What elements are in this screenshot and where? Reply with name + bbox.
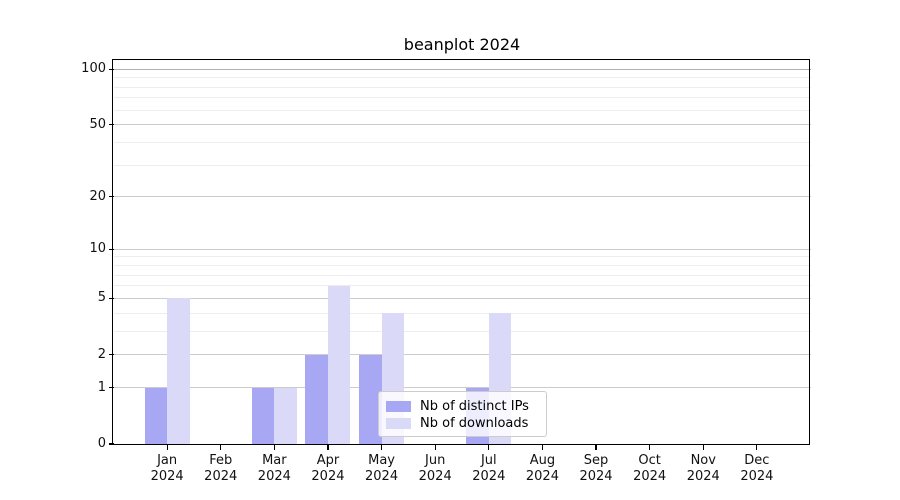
x-tick-year: 2024 [418, 468, 452, 484]
x-tick [595, 445, 597, 450]
gridline-major [113, 297, 811, 299]
gridline-minor [113, 164, 811, 166]
gridline-minor [113, 285, 811, 287]
x-tick-year: 2024 [257, 468, 291, 484]
x-tick-label: Jan 2024 [151, 453, 184, 484]
y-tick-label: 1 [97, 379, 106, 395]
x-tick-month: Jun [425, 453, 446, 468]
legend-label: Nb of downloads [420, 415, 529, 431]
y-tick [108, 387, 114, 389]
bar-distinct-ips-jan [144, 387, 168, 444]
x-tick-label: Oct 2024 [633, 453, 666, 484]
gridline-minor [113, 265, 811, 267]
x-tick-label: Jun 2024 [419, 453, 452, 484]
y-tick [108, 443, 114, 445]
x-tick [220, 445, 222, 450]
x-tick [434, 445, 436, 450]
gridline-major [113, 354, 811, 356]
x-tick-month: Oct [638, 453, 661, 468]
bar-distinct-ips-mar [251, 387, 275, 444]
gridline-major [113, 124, 811, 126]
legend: Nb of distinct IPs Nb of downloads [378, 391, 547, 437]
x-tick-month: Apr [316, 453, 340, 468]
gridline-major [113, 387, 811, 389]
bar-downloads-mar [274, 387, 297, 444]
x-tick-month: Mar [262, 453, 287, 468]
y-tick [108, 354, 114, 356]
x-tick-year: 2024 [150, 468, 184, 484]
x-tick-year: 2024 [579, 468, 613, 484]
gridline-minor [113, 256, 811, 258]
x-tick [649, 445, 651, 450]
x-tick-label: Sep 2024 [579, 453, 612, 484]
x-tick-year: 2024 [525, 468, 559, 484]
x-tick-label: Dec 2024 [740, 453, 773, 484]
x-tick-month: Feb [209, 453, 233, 468]
y-tick [108, 68, 114, 70]
y-tick-label: 10 [89, 241, 106, 257]
legend-label: Nb of distinct IPs [420, 398, 529, 414]
x-tick [166, 445, 168, 450]
x-tick-year: 2024 [365, 468, 399, 484]
gridline-minor [113, 86, 811, 88]
y-tick-label: 5 [97, 290, 106, 306]
y-tick [108, 248, 114, 250]
x-tick [702, 445, 704, 450]
x-tick [756, 445, 758, 450]
gridline-minor [113, 141, 811, 143]
gridline-minor [113, 274, 811, 276]
x-tick-month: Jul [480, 453, 497, 468]
gridline-major [113, 196, 811, 198]
bar-downloads-apr [327, 285, 351, 444]
y-tick-label: 100 [81, 61, 106, 77]
y-tick [108, 124, 114, 126]
y-tick-label: 20 [89, 188, 106, 204]
x-tick-month: Aug [529, 453, 556, 468]
gridline-major [113, 68, 811, 70]
bar-downloads-jan [167, 298, 190, 444]
legend-swatch-distinct-ips [386, 400, 411, 412]
x-tick-label: Jul 2024 [472, 453, 505, 484]
x-tick-year: 2024 [740, 468, 774, 484]
legend-item: Nb of downloads [386, 415, 538, 431]
gridline-minor [113, 97, 811, 99]
x-tick-label: Feb 2024 [204, 453, 237, 484]
x-tick-year: 2024 [472, 468, 506, 484]
y-tick-label: 50 [89, 116, 106, 132]
x-tick-label: Nov 2024 [687, 453, 720, 484]
x-tick-month: May [368, 453, 395, 468]
x-tick-label: Aug 2024 [526, 453, 559, 484]
x-tick-year: 2024 [686, 468, 720, 484]
x-tick-year: 2024 [633, 468, 667, 484]
x-tick-month: Sep [583, 453, 609, 468]
legend-swatch-downloads [386, 417, 411, 429]
x-tick [488, 445, 490, 450]
x-tick-month: Nov [690, 453, 716, 468]
bar-distinct-ips-apr [305, 354, 328, 444]
y-tick-label: 0 [97, 436, 106, 452]
x-tick-label: Apr 2024 [311, 453, 344, 484]
gridline-minor [113, 109, 811, 111]
x-tick-month: Jan [157, 453, 178, 468]
x-tick-label: May 2024 [365, 453, 398, 484]
x-tick-label: Mar 2024 [258, 453, 291, 484]
x-tick [327, 445, 329, 450]
gridline-major [113, 248, 811, 250]
x-tick-month: Dec [744, 453, 770, 468]
y-tick-label: 2 [97, 346, 106, 362]
x-tick [541, 445, 543, 450]
x-tick [380, 445, 383, 450]
gridline-minor [113, 330, 811, 332]
y-tick [108, 196, 114, 198]
x-tick [273, 445, 275, 450]
x-tick-year: 2024 [311, 468, 345, 484]
chart-title: beanplot 2024 [403, 35, 521, 54]
gridline-minor [113, 312, 811, 314]
legend-item: Nb of distinct IPs [386, 398, 538, 414]
gridline-minor [113, 77, 811, 79]
x-tick-year: 2024 [204, 468, 238, 484]
y-tick [108, 297, 114, 300]
bar-distinct-ips-may [359, 354, 382, 444]
